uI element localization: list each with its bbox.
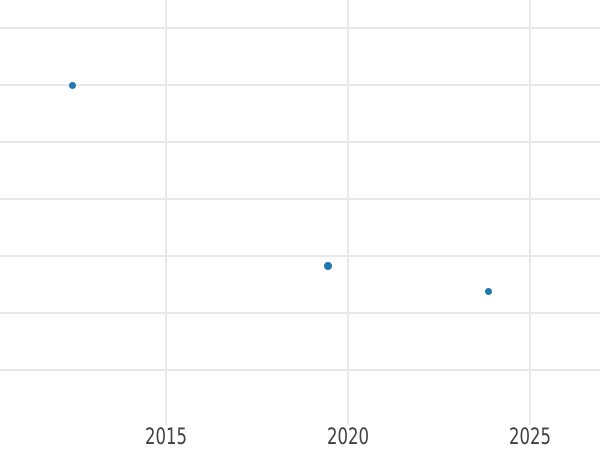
data-point	[68, 81, 77, 90]
vertical-gridline	[346, 0, 349, 425]
horizontal-gridline	[0, 369, 600, 371]
vertical-gridline	[164, 0, 167, 425]
horizontal-gridline	[0, 198, 600, 200]
vertical-gridline	[528, 0, 531, 425]
horizontal-gridline	[0, 312, 600, 314]
data-point	[324, 262, 332, 270]
horizontal-gridline	[0, 255, 600, 257]
x-tick-label: 2025	[508, 425, 551, 450]
horizontal-gridline	[0, 27, 600, 29]
x-tick-label: 2015	[144, 425, 187, 450]
data-point	[484, 287, 493, 296]
horizontal-gridline	[0, 141, 600, 143]
horizontal-gridline	[0, 84, 600, 86]
x-tick-label: 2020	[326, 425, 369, 450]
